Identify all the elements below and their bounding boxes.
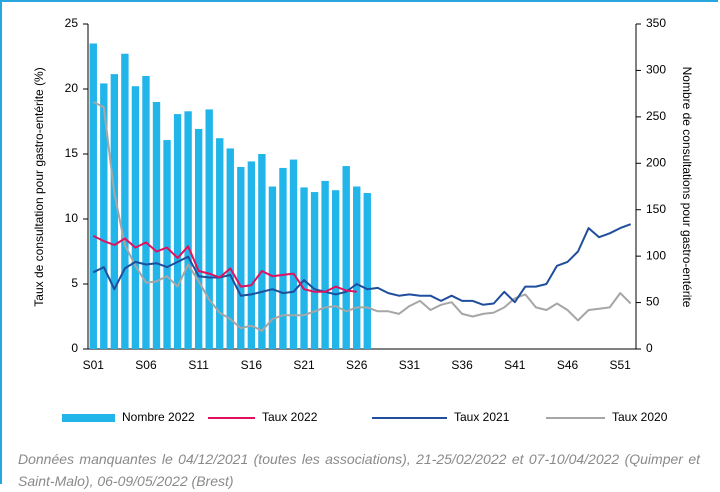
bar	[121, 53, 129, 349]
bar	[184, 111, 192, 350]
bar	[363, 193, 371, 349]
y2-tick-label: 0	[646, 341, 653, 355]
y-tick-label: 15	[65, 146, 79, 160]
line	[92, 235, 357, 293]
y2-tick-label: 350	[646, 16, 666, 30]
x-tick-label: S36	[451, 358, 473, 372]
y2-tick-label: 250	[646, 109, 666, 123]
legend-label: Taux 2020	[612, 410, 668, 424]
x-tick-label: S46	[557, 358, 579, 372]
bar	[342, 166, 350, 349]
bar	[173, 114, 182, 349]
bar	[353, 186, 361, 349]
bar	[142, 76, 150, 349]
bar	[89, 43, 97, 349]
legend-label: Nombre 2022	[122, 410, 195, 424]
x-tick-label: S06	[135, 358, 157, 372]
y-tick-label: 20	[65, 81, 79, 95]
y2-tick-label: 50	[646, 295, 660, 309]
bar	[237, 167, 245, 349]
bar	[310, 192, 319, 349]
x-tick-label: S16	[241, 358, 263, 372]
y2-tick-label: 300	[646, 63, 666, 77]
y2-axis-label: Nombre de consultations pour gastro-enté…	[680, 67, 694, 308]
y2-tick-label: 200	[646, 155, 666, 169]
legend-swatch	[62, 414, 115, 422]
x-tick-label: S01	[83, 358, 105, 372]
line	[92, 223, 632, 306]
bar	[194, 128, 203, 349]
legend-label: Taux 2022	[262, 410, 318, 424]
y2-tick-label: 150	[646, 202, 666, 216]
bar	[110, 74, 119, 350]
bar	[279, 167, 287, 349]
x-tick-label: S31	[399, 358, 421, 372]
x-tick-label: S51	[610, 358, 632, 372]
bar	[289, 159, 298, 349]
bar	[152, 102, 161, 349]
y-tick-label: 10	[65, 211, 79, 225]
legend-label: Taux 2021	[454, 410, 510, 424]
x-tick-label: S11	[188, 358, 209, 372]
bar	[321, 180, 329, 349]
bar	[100, 83, 108, 349]
line	[92, 101, 632, 332]
x-tick-label: S26	[346, 358, 368, 372]
bar	[205, 109, 213, 349]
bar	[247, 161, 256, 349]
bar	[226, 148, 234, 349]
note: Données manquantes le 04/12/2021 (toutes…	[18, 451, 700, 489]
bar	[131, 86, 140, 349]
y-tick-label: 0	[71, 341, 78, 355]
bar	[163, 140, 171, 349]
y2-tick-label: 100	[646, 248, 666, 262]
bar	[300, 187, 308, 349]
bar	[216, 138, 224, 349]
y-axis-label: Taux de consultation pour gastro-entérit…	[32, 67, 46, 306]
bar	[331, 190, 340, 349]
y-tick-label: 25	[65, 16, 79, 30]
x-tick-label: S21	[293, 358, 315, 372]
bar	[268, 186, 277, 349]
bar	[258, 154, 266, 349]
x-tick-label: S41	[504, 358, 526, 372]
y-tick-label: 5	[71, 276, 78, 290]
